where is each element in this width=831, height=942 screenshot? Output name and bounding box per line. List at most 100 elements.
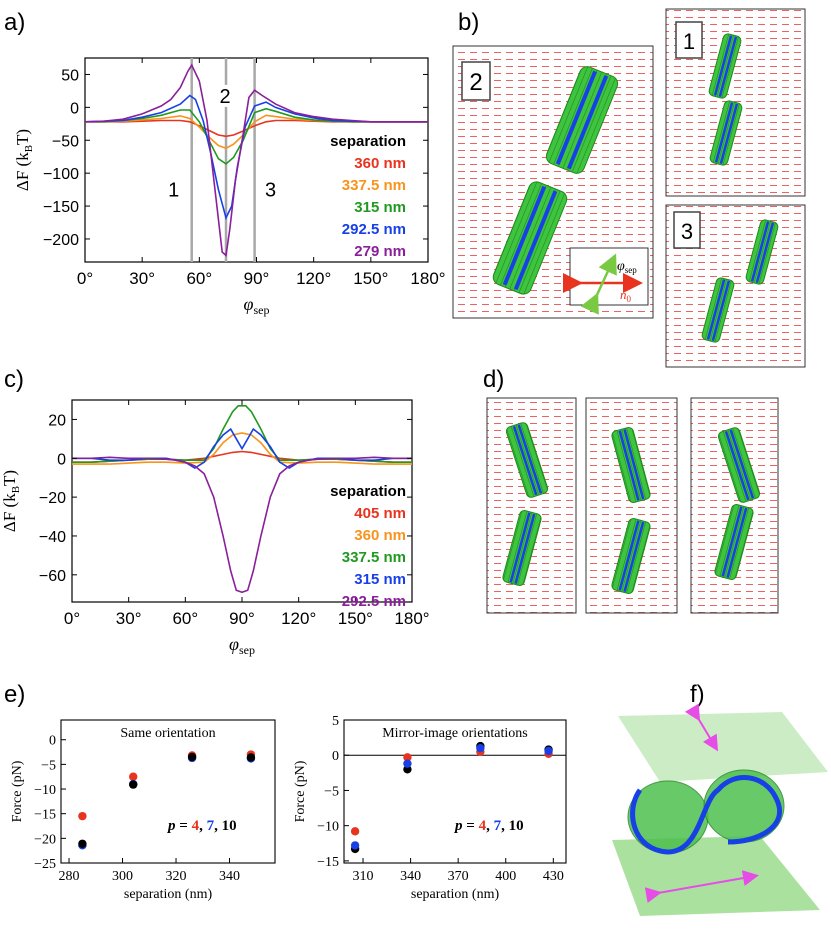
- snapshot-1-label: 1: [683, 29, 695, 54]
- chart-e-same-orientation: 280 300 320 340 0 −5 −10 −15 −20 −25 Same orientat…: [10, 719, 276, 902]
- y-tick-label: −20: [39, 490, 66, 507]
- y-tick-label: 50: [61, 67, 79, 84]
- panel-label-b: b): [458, 9, 479, 36]
- x-tick-label: 430: [543, 869, 564, 884]
- series-line-315-nm: [72, 427, 412, 469]
- legend: separation 405 nm 360 nm 337.5 nm 315 nm 292.…: [330, 483, 406, 610]
- series-line-279-nm: [84, 63, 428, 257]
- snapshot-1-label-box: [675, 21, 703, 59]
- y-tick-label: −100: [43, 166, 79, 183]
- chart-c-free-energy: 0° 30° 60° 90° 120° 150° 180° 20 0 −20 −40 −60 φsep Δ…: [0, 399, 430, 657]
- y-tick-label: −60: [39, 568, 66, 585]
- legend-entry: 360 nm: [354, 527, 406, 544]
- y-axis-label: Force (pN): [293, 760, 308, 822]
- panel-label-e: e): [4, 681, 25, 708]
- cylinder-right: [703, 769, 785, 843]
- snapshot-d-1: [486, 397, 577, 614]
- legend-title: separation: [330, 483, 406, 500]
- y-tick-label: 0: [70, 100, 79, 117]
- legend-text: p = 4, 7, 10: [453, 818, 524, 834]
- disclination-loop: [630, 775, 782, 855]
- x-tick-label: 340: [400, 869, 421, 884]
- phi-sep-label: φsep: [617, 259, 637, 275]
- panel-b-snapshots: 2 φsep n0 1 3: [452, 8, 806, 368]
- y-tick-label: 0: [57, 451, 66, 468]
- y-tick-label: 5: [332, 714, 339, 729]
- y-tick-label: −10: [34, 783, 56, 798]
- y-tick-label: 0: [332, 749, 339, 764]
- data-point: [187, 752, 197, 762]
- panel-label-f: f): [690, 681, 705, 708]
- data-point: [476, 743, 485, 753]
- rod-1-upper: [708, 33, 742, 99]
- x-axis-label: φsep: [244, 294, 270, 317]
- series-line-337-5-nm: [72, 405, 412, 463]
- y-axis-label: ΔF (kBT): [13, 129, 35, 191]
- phi-sep-arrow: [580, 253, 617, 315]
- legend: separation 360 nm 337.5 nm 315 nm 292.5 nm 27…: [330, 133, 406, 260]
- y-tick-label: −5: [41, 758, 56, 773]
- y-tick-label: −15: [34, 808, 56, 823]
- y-tick-label: −15: [317, 855, 339, 870]
- x-tick-label: 60°: [172, 609, 198, 628]
- panel-label-d: d): [483, 366, 504, 393]
- x-tick-label: 400: [495, 869, 516, 884]
- chart-title: Mirror-image orientations: [382, 726, 528, 741]
- plot-frame: [60, 719, 276, 864]
- data-point: [78, 811, 87, 821]
- x-tick-label: 150°: [353, 269, 388, 288]
- x-tick-label: 120°: [281, 609, 316, 628]
- rod-d1-lower: [502, 510, 542, 586]
- x-tick-label: 180°: [410, 269, 445, 288]
- plot-frame: [343, 719, 567, 864]
- legend-title: separation: [330, 133, 406, 150]
- chart-e-mirror-orientations: 310 340 370 400 430 5 0 −5 −10 −15 Mirror-image or…: [293, 714, 567, 902]
- data-point: [246, 753, 256, 762]
- rod-d1-upper: [505, 422, 549, 498]
- x-axis-label: separation (nm): [124, 887, 213, 902]
- y-tick-label: 20: [48, 412, 66, 429]
- legend-entry: 405 nm: [354, 505, 406, 522]
- data-point: [129, 772, 138, 781]
- x-tick-label: 300: [112, 869, 133, 884]
- legend-entry: 360 nm: [354, 155, 406, 172]
- rod-2-upper: [545, 66, 619, 174]
- state-marker-label-1: 1: [168, 180, 179, 202]
- x-axis-label: separation (nm): [411, 887, 500, 902]
- x-axis-label: φsep: [229, 634, 255, 657]
- x-tick-label: 320: [166, 869, 187, 884]
- data-point: [350, 841, 360, 850]
- y-tick-label: −10: [317, 820, 339, 835]
- lower-plate: [612, 836, 820, 916]
- y-tick-label: −20: [34, 832, 56, 847]
- panel-label-c: c): [4, 366, 24, 393]
- chart-title: Same orientation: [120, 726, 215, 741]
- state-label-bg: [218, 84, 235, 107]
- x-tick-label: 120°: [296, 269, 331, 288]
- rod-d2-lower: [611, 518, 651, 594]
- data-point: [129, 780, 138, 789]
- series-line-292-5-nm: [72, 456, 412, 594]
- rod-3-lower: [701, 277, 735, 343]
- director-label: n0: [620, 287, 632, 304]
- legend-entry: 292.5 nm: [342, 593, 406, 610]
- series-line-360-nm: [72, 432, 412, 465]
- state-marker-label-3: 3: [265, 180, 276, 202]
- state-marker-label-2: 2: [219, 86, 230, 108]
- y-tick-label: 0: [49, 734, 56, 749]
- data-point: [544, 746, 553, 756]
- x-tick-label: 340: [219, 869, 240, 884]
- snapshot-3-label: 3: [681, 219, 693, 244]
- x-tick-label: 60°: [186, 269, 212, 288]
- data-point: [403, 759, 412, 768]
- direction-inset: [569, 247, 649, 306]
- x-tick-label: 0°: [77, 269, 93, 288]
- upper-plate: [618, 712, 828, 782]
- y-tick-label: −150: [43, 199, 79, 216]
- x-tick-label: 30°: [129, 269, 155, 288]
- rod-d2-upper: [611, 427, 651, 503]
- x-tick-label: 370: [448, 869, 469, 884]
- upper-plate-arrow: [684, 703, 719, 752]
- data-point: [350, 827, 360, 836]
